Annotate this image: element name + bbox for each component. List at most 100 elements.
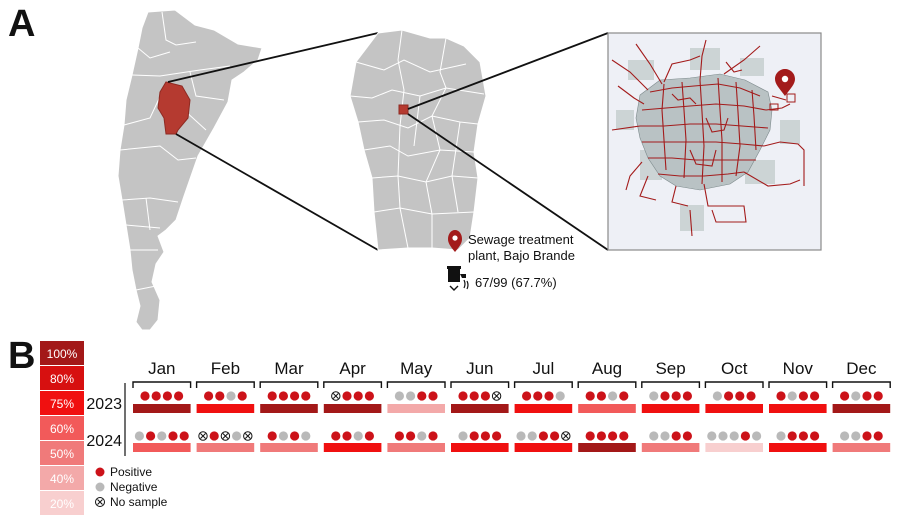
month-label: May <box>400 359 433 378</box>
sample-dot-negative <box>527 431 537 441</box>
connector-line <box>175 133 379 251</box>
sample-dot-positive <box>168 431 178 441</box>
month-bracket <box>386 381 446 388</box>
sample-dot-negative <box>157 431 167 441</box>
sample-dot-positive <box>140 391 150 401</box>
sample-dot-positive <box>394 431 404 441</box>
cordoba-city-highlight <box>398 104 409 115</box>
sample-dot-positive <box>798 391 809 401</box>
monthly-positivity-bar <box>196 443 255 452</box>
monthly-positivity-bar <box>832 404 891 413</box>
sample-dot-negative <box>232 431 242 441</box>
sample-dot-positive <box>810 391 820 401</box>
sample-no-sample-cross <box>200 433 206 439</box>
month-bracket <box>513 381 573 388</box>
scale-swatch <box>40 391 84 415</box>
sample-dot-negative <box>226 391 236 401</box>
sample-dot-positive <box>342 431 352 441</box>
sampling-calendar: Jan Feb Mar Apr May Jun Jul Aug Sep Oct Nov Dec 2023… <box>86 359 891 456</box>
month-label: Aug <box>592 359 622 378</box>
month-label: Dec <box>846 359 877 378</box>
month-label: Jan <box>148 359 175 378</box>
cordoba-province-map <box>349 29 487 251</box>
sample-dot-positive <box>522 391 532 401</box>
sample-dot-negative <box>608 391 618 401</box>
sample-dot-negative <box>394 391 404 401</box>
month-label: Nov <box>783 359 814 378</box>
monthly-positivity-bar <box>260 404 318 413</box>
monthly-positivity-bar <box>578 404 636 413</box>
sample-dot-positive <box>342 391 352 401</box>
sample-dot-negative <box>840 431 850 441</box>
scale-label: 40% <box>50 472 74 486</box>
sample-dot-positive <box>671 391 681 401</box>
map-pin-icon <box>775 69 795 96</box>
legend-positive-label: Positive <box>110 465 152 479</box>
year-label: 2023 <box>86 396 122 413</box>
sample-dot-negative <box>555 391 565 401</box>
legend-positive-dot <box>95 467 105 477</box>
sample-dot-positive <box>596 431 607 441</box>
monthly-positivity-bar <box>133 404 191 413</box>
scale-label: 50% <box>50 447 74 461</box>
month-bracket <box>577 381 637 388</box>
sample-dot-negative <box>752 431 762 441</box>
sample-no-sample-cross <box>332 393 339 399</box>
sample-dot-positive <box>873 431 883 441</box>
monthly-positivity-bar <box>387 443 445 452</box>
sample-dot-negative <box>417 431 427 441</box>
sample-dot-positive <box>290 431 300 441</box>
monthly-positivity-bar <box>451 404 509 413</box>
sample-dot-positive <box>787 431 797 441</box>
sample-no-sample-cross <box>222 433 229 439</box>
sample-dot-positive <box>735 391 745 401</box>
sample-dot-positive <box>596 391 607 401</box>
month-bracket <box>132 381 192 388</box>
monthly-positivity-bar <box>832 443 891 452</box>
month-bracket <box>768 381 828 388</box>
monthly-positivity-bar <box>578 443 636 452</box>
month-bracket <box>195 381 255 388</box>
legend-negative-dot <box>95 482 105 492</box>
month-label: Sep <box>655 359 685 378</box>
sample-dot-positive <box>417 391 427 401</box>
sample-dot-positive <box>619 431 629 441</box>
sample-dot-positive <box>682 431 693 441</box>
sample-dot-positive <box>364 391 374 401</box>
legend-no-sample-label: No sample <box>110 495 168 509</box>
monthly-positivity-bar <box>133 443 191 452</box>
scale-label: 100% <box>47 347 78 361</box>
sample-dot-negative <box>776 431 786 441</box>
map-pin-icon <box>448 230 462 252</box>
sample-dot-negative <box>718 431 728 441</box>
sample-dot-positive <box>406 431 416 441</box>
sample-dot-positive <box>798 431 809 441</box>
month-label: Jul <box>533 359 555 378</box>
sample-dot-positive <box>492 431 502 441</box>
sample-dot-positive <box>458 391 468 401</box>
connector-line <box>407 113 609 251</box>
sample-dot-positive <box>671 431 681 441</box>
sample-dot-positive <box>810 431 820 441</box>
month-bracket <box>641 381 701 388</box>
sample-dot-positive <box>331 431 341 441</box>
sample-dot-positive <box>174 391 184 401</box>
scale-swatch <box>40 366 84 390</box>
month-label: Oct <box>721 359 748 378</box>
monthly-positivity-bar <box>641 443 700 452</box>
monthly-positivity-bar <box>323 443 382 452</box>
scale-swatch <box>40 341 84 365</box>
sample-dot-negative <box>851 391 861 401</box>
year-label: 2024 <box>86 433 122 450</box>
month-label: Apr <box>339 359 366 378</box>
sample-dot-positive <box>162 391 172 401</box>
month-label: Mar <box>274 359 304 378</box>
month-bracket <box>704 381 764 388</box>
color-scale: 100% 80% 75% 60% 50% 40% 20% <box>40 341 84 515</box>
sample-dot-negative <box>707 431 717 441</box>
sample-dot-positive <box>740 431 751 441</box>
sample-dot-positive <box>237 391 247 401</box>
sample-dot-positive <box>353 391 363 401</box>
sample-dot-positive <box>215 391 225 401</box>
sample-dot-positive <box>619 391 629 401</box>
